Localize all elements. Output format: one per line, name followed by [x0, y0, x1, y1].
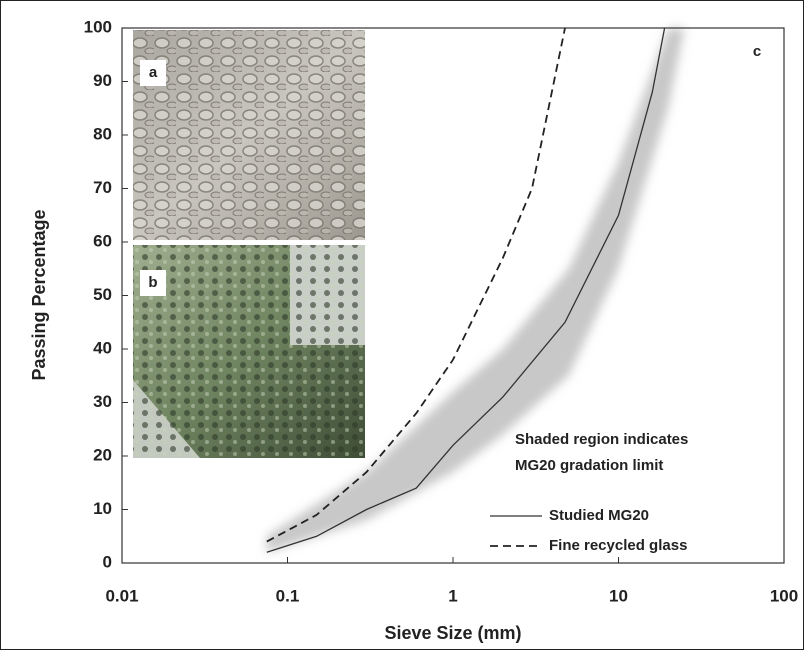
photo-b [133, 245, 365, 458]
panel-label: c [753, 43, 761, 60]
y-axis-title: Passing Percentage [29, 209, 49, 380]
photo-a [133, 30, 365, 240]
y-tick-label: 40 [93, 338, 112, 357]
gradation-band [266, 28, 685, 553]
x-tick-label: 100 [770, 586, 798, 605]
x-axis-title: Sieve Size (mm) [384, 623, 521, 643]
y-tick-label: 90 [93, 71, 112, 90]
y-tick-label: 0 [103, 552, 112, 571]
panel-label: b [148, 274, 157, 291]
x-tick-label: 0.1 [276, 586, 300, 605]
x-tick-label: 10 [609, 586, 628, 605]
y-tick-label: 60 [93, 231, 112, 250]
y-tick-label: 30 [93, 392, 112, 411]
y-tick-label: 20 [93, 445, 112, 464]
legend-label: Studied MG20 [549, 507, 649, 524]
annotation: Shaded region indicates [515, 431, 688, 448]
annotation: MG20 gradation limit [515, 457, 663, 474]
y-tick-label: 70 [93, 178, 112, 197]
y-tick-label: 100 [84, 17, 112, 36]
series-line [266, 27, 666, 553]
y-tick-label: 50 [93, 285, 112, 304]
legend-label: Fine recycled glass [549, 537, 687, 554]
x-tick-label: 1 [448, 586, 457, 605]
y-tick-label: 10 [93, 499, 112, 518]
series-line [266, 27, 566, 543]
x-tick-label: 0.01 [105, 586, 138, 605]
panel-label: a [149, 64, 158, 81]
y-tick-label: 80 [93, 124, 112, 143]
